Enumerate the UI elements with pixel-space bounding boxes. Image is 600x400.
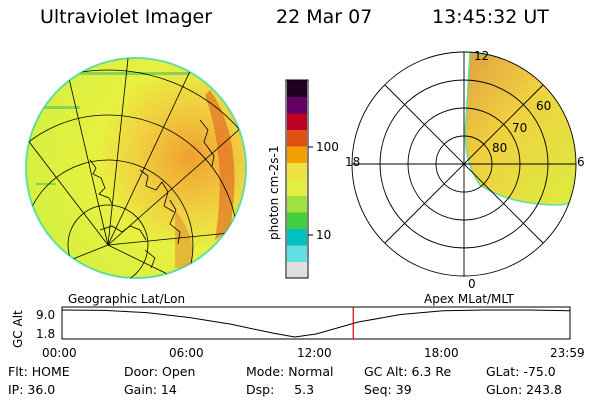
mlat-label-80: 80: [492, 141, 507, 155]
status-glat: GLat: -75.0: [486, 364, 556, 379]
mlt-label-18: 18: [345, 155, 360, 169]
mlt-label-6: 6: [577, 155, 585, 169]
altitude-curve: [61, 309, 571, 338]
status-gc-alt: GC Alt: 6.3 Re: [364, 364, 451, 379]
mlat-label-60: 60: [536, 99, 551, 113]
mlt-label-0: 0: [468, 277, 476, 291]
status-flt: Flt: HOME: [8, 364, 70, 379]
colorbar: 100 10 photon cm-2s-1: [267, 79, 339, 279]
colorbar-segment: [287, 245, 307, 262]
timeline-right-title: Apex MLat/MLT: [424, 292, 514, 306]
timeline-ytick-bottom: 1.8: [36, 327, 55, 341]
geographic-image: [25, 57, 247, 279]
status-ip: IP: 36.0: [8, 382, 55, 397]
timeline-xtick-0000: 00:00: [42, 346, 77, 360]
timeline-xtick-2359: 23:59: [550, 346, 585, 360]
time-label: 13:45:32 UT: [432, 6, 549, 28]
colorbar-segment: [287, 113, 307, 130]
colorbar-segment: [287, 80, 307, 97]
colorbar-segment: [287, 179, 307, 196]
timeline-left-title: Geographic Lat/Lon: [68, 292, 185, 306]
status-glon: GLon: 243.8: [486, 382, 562, 397]
timeline-xtick-1200: 12:00: [297, 346, 332, 360]
status-footer: Flt: HOME Door: Open Mode: Normal GC Alt…: [8, 364, 562, 397]
status-door: Door: Open: [124, 364, 195, 379]
colorbar-segment: [287, 96, 307, 114]
colorbar-segment: [287, 228, 307, 246]
colorbar-tick-100: 100: [316, 140, 339, 154]
mlt-label-12: 12: [474, 49, 489, 63]
status-mode: Mode: Normal: [246, 364, 333, 379]
timeline-panel: Geographic Lat/Lon Apex MLat/MLT GC Alt …: [11, 292, 585, 360]
colorbar-tick-10: 10: [316, 228, 331, 242]
status-dsp: Dsp: 5.3: [246, 382, 314, 397]
app-title: Ultraviolet Imager: [40, 6, 213, 28]
polar-plot: 12 18 6 0 80 70 60: [345, 49, 585, 291]
timeline-xtick-1800: 18:00: [424, 346, 459, 360]
colorbar-segment: [287, 212, 307, 229]
mlat-label-70: 70: [512, 121, 527, 135]
colorbar-segment: [287, 146, 307, 163]
status-seq: Seq: 39: [364, 382, 412, 397]
colorbar-segment: [287, 129, 307, 147]
date-label: 22 Mar 07: [276, 6, 373, 28]
timeline-xtick-0600: 06:00: [169, 346, 204, 360]
timeline-ytick-top: 9.0: [36, 308, 55, 322]
colorbar-segment: [287, 162, 307, 180]
colorbar-segment: [287, 195, 307, 213]
colorbar-unit-label: photon cm-2s-1: [267, 146, 281, 241]
timeline-axis-label: GC Alt: [11, 310, 25, 348]
status-gain: Gain: 14: [124, 382, 177, 397]
colorbar-segment: [287, 261, 307, 279]
